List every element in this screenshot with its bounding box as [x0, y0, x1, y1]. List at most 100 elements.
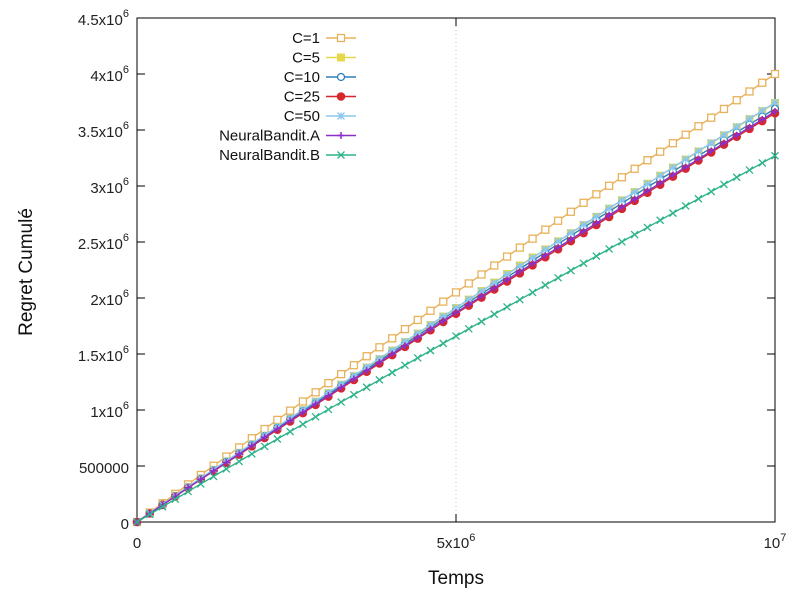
- data-point: [592, 212, 601, 221]
- data-point: [451, 288, 461, 297]
- data-point: [465, 300, 473, 308]
- data-point: [771, 151, 779, 160]
- data-point: [248, 442, 256, 450]
- data-point: [209, 472, 218, 481]
- data-point: [592, 219, 600, 227]
- data-point: [363, 367, 371, 375]
- data-point: [605, 204, 614, 213]
- data-point: [643, 156, 652, 165]
- data-point: [298, 397, 308, 406]
- data-point: [375, 354, 384, 363]
- data-point: [375, 343, 384, 352]
- data-point: [503, 276, 511, 284]
- data-point: [464, 324, 473, 333]
- data-point: [617, 173, 627, 182]
- data-point: [707, 113, 716, 122]
- data-point: [631, 195, 639, 203]
- x-axis-title: Temps: [428, 568, 484, 589]
- data-point: [324, 378, 333, 388]
- data-point: [656, 147, 665, 156]
- legend-label: C=1: [292, 30, 320, 47]
- data-point: [184, 484, 192, 492]
- data-point: [515, 295, 524, 304]
- legend-label: NeuralBandit.B: [219, 147, 320, 164]
- legend-label: C=10: [284, 69, 320, 86]
- data-point: [554, 273, 563, 282]
- data-point: [630, 164, 639, 173]
- data-point: [477, 317, 486, 326]
- x-tick-label: 0: [133, 535, 141, 552]
- data-point: [388, 346, 397, 355]
- series-neuralbandit-b: [133, 151, 779, 526]
- data-point: [720, 139, 728, 147]
- data-point: [682, 163, 690, 171]
- data-point: [477, 287, 486, 296]
- data-point: [515, 262, 524, 271]
- data-point: [516, 268, 524, 276]
- data-point: [770, 69, 780, 79]
- data-point: [375, 375, 384, 384]
- data-point: [235, 450, 243, 458]
- data-point: [669, 171, 677, 179]
- data-point: [758, 115, 766, 123]
- y-axis-title: Regret Cumulé: [16, 208, 37, 336]
- data-point: [439, 317, 447, 325]
- data-point: [502, 252, 512, 261]
- data-point: [503, 303, 511, 311]
- x-tick-label: 107: [764, 532, 787, 552]
- data-point: [528, 288, 537, 297]
- data-point: [222, 464, 231, 473]
- data-point: [758, 78, 767, 87]
- data-point: [337, 398, 346, 407]
- y-tick-label: 4x106: [90, 64, 129, 85]
- legend-label: C=25: [284, 89, 320, 106]
- data-point: [349, 390, 358, 399]
- x-tick-label: 5x106: [437, 532, 476, 552]
- legend-label: C=5: [292, 50, 320, 67]
- data-point: [299, 408, 307, 416]
- data-point: [413, 315, 422, 325]
- data-point: [618, 203, 626, 211]
- data-point: [222, 458, 230, 466]
- data-point: [592, 252, 601, 261]
- data-point: [452, 332, 460, 341]
- data-point: [273, 415, 282, 425]
- data-point: [656, 179, 664, 187]
- y-tick-label: 3.5x106: [78, 120, 129, 141]
- legend: C=1 C=5 C=10 C=25 C=50 NeuralBandit.A NeuralBa…: [219, 30, 356, 164]
- data-point: [464, 295, 473, 304]
- data-point: [477, 270, 486, 279]
- data-point: [388, 350, 396, 358]
- data-point: [337, 370, 346, 379]
- y-tick-label: 1x106: [90, 400, 129, 421]
- data-point: [630, 230, 639, 239]
- legend-marker: [336, 33, 346, 43]
- legend-entry: C=50: [284, 108, 356, 125]
- data-point: [605, 244, 614, 253]
- data-point: [567, 235, 575, 243]
- data-point: [426, 306, 435, 315]
- data-point: [400, 324, 410, 334]
- data-point: [528, 253, 537, 262]
- y-tick-label: 500000: [79, 460, 129, 477]
- data-point: [656, 171, 665, 180]
- data-point: [324, 392, 332, 400]
- data-point: [554, 237, 563, 246]
- legend-entry: C=25: [284, 89, 356, 106]
- legend-entry: NeuralBandit.B: [219, 147, 356, 164]
- data-point: [426, 320, 435, 329]
- data-point: [171, 495, 180, 504]
- data-point: [668, 209, 677, 218]
- data-point: [566, 266, 575, 275]
- y-tick-label: 3x106: [90, 176, 129, 197]
- data-point: [490, 284, 498, 292]
- series-c-25: [132, 108, 780, 527]
- legend-entry: C=1: [292, 30, 356, 47]
- data-point: [350, 375, 358, 383]
- data-point: [158, 502, 167, 511]
- data-point: [745, 166, 754, 175]
- data-point: [732, 96, 741, 105]
- data-point: [401, 342, 409, 350]
- data-point: [719, 104, 729, 114]
- data-point: [362, 352, 371, 361]
